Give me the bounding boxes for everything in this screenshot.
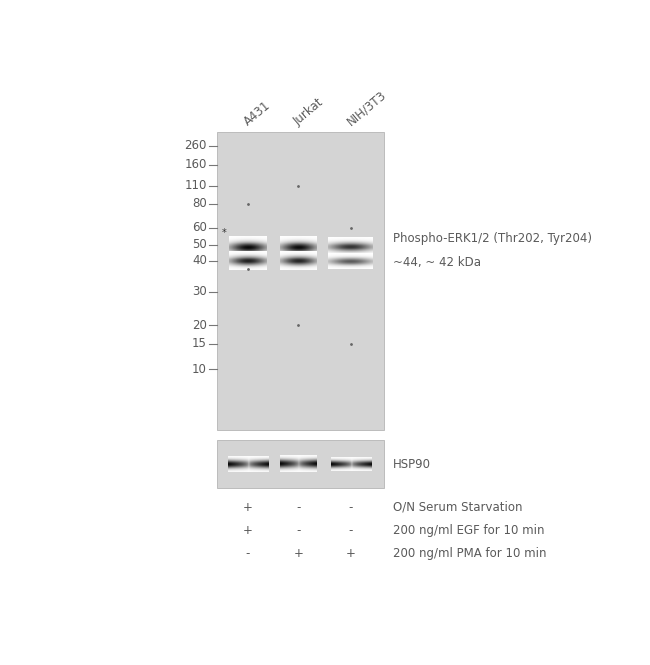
Text: 20: 20 xyxy=(192,319,207,332)
Text: 30: 30 xyxy=(192,285,207,298)
Text: 260: 260 xyxy=(185,139,207,152)
Text: 80: 80 xyxy=(192,198,207,210)
Text: Phospho-ERK1/2 (Thr202, Tyr204): Phospho-ERK1/2 (Thr202, Tyr204) xyxy=(393,232,592,245)
Text: O/N Serum Starvation: O/N Serum Starvation xyxy=(393,501,523,513)
Text: 40: 40 xyxy=(192,255,207,267)
FancyBboxPatch shape xyxy=(217,132,384,430)
Text: +: + xyxy=(243,524,253,537)
Text: *: * xyxy=(222,229,227,239)
Text: 50: 50 xyxy=(192,238,207,251)
Text: 160: 160 xyxy=(185,158,207,172)
Text: Jurkat: Jurkat xyxy=(291,96,326,128)
Text: 200 ng/ml PMA for 10 min: 200 ng/ml PMA for 10 min xyxy=(393,547,546,560)
Text: HSP90: HSP90 xyxy=(393,458,431,471)
Text: -: - xyxy=(246,547,250,560)
Text: 10: 10 xyxy=(192,362,207,376)
Text: +: + xyxy=(293,547,303,560)
Text: 110: 110 xyxy=(185,180,207,192)
Text: -: - xyxy=(296,524,300,537)
Text: 15: 15 xyxy=(192,337,207,350)
Text: +: + xyxy=(346,547,356,560)
Text: 200 ng/ml EGF for 10 min: 200 ng/ml EGF for 10 min xyxy=(393,524,544,537)
Text: ~44, ~ 42 kDa: ~44, ~ 42 kDa xyxy=(393,256,481,269)
Text: NIH/3T3: NIH/3T3 xyxy=(344,88,389,128)
Text: -: - xyxy=(349,501,353,513)
Text: 60: 60 xyxy=(192,221,207,234)
Text: +: + xyxy=(243,501,253,513)
Text: -: - xyxy=(349,524,353,537)
Text: -: - xyxy=(296,501,300,513)
FancyBboxPatch shape xyxy=(217,440,384,488)
Text: A431: A431 xyxy=(242,99,274,128)
